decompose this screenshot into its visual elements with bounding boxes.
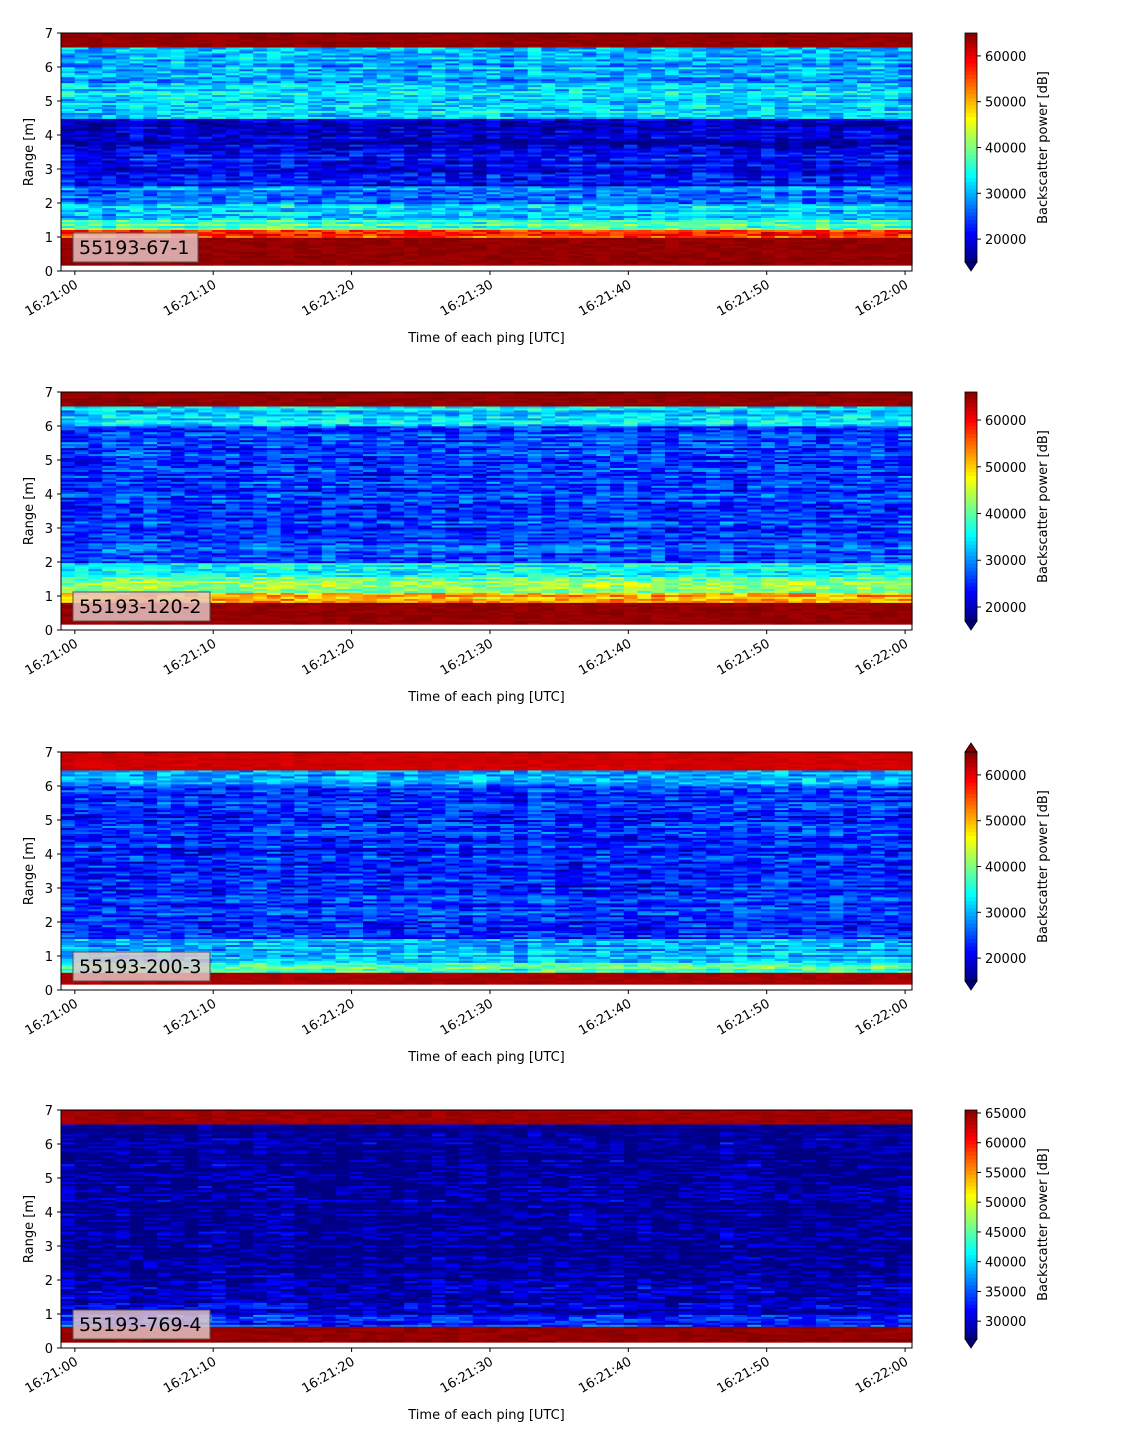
- heatmap-cells: [61, 33, 913, 266]
